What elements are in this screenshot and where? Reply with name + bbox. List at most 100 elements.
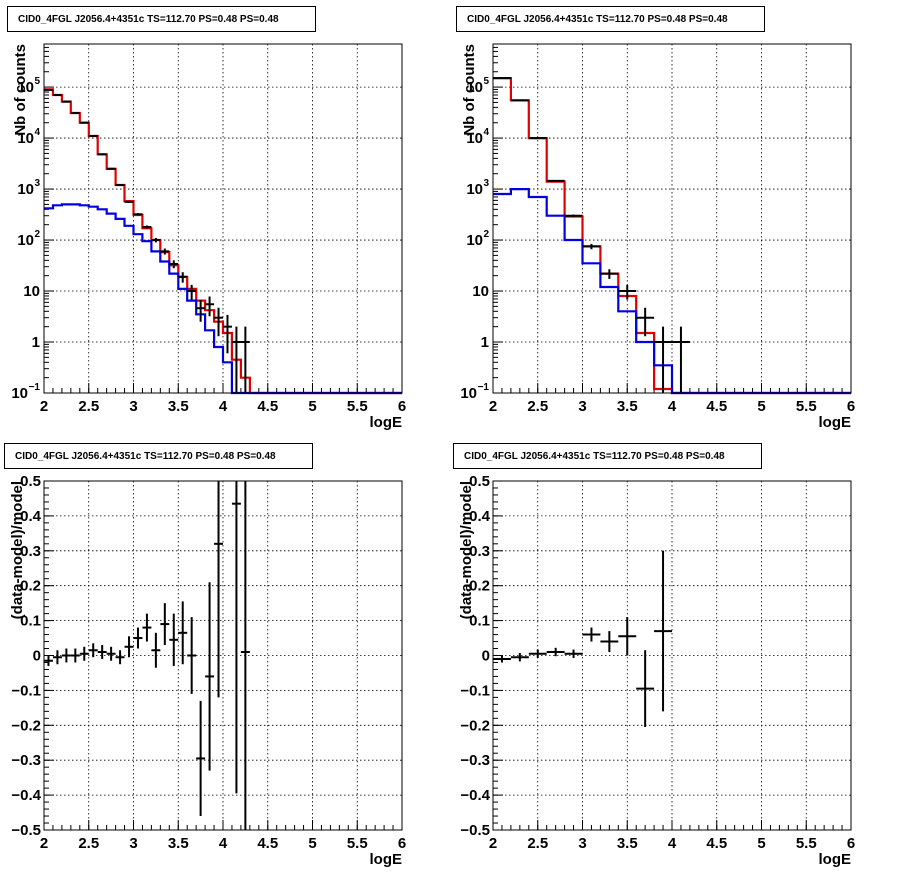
plot-frame [492, 480, 852, 831]
x-tick-label: 3.5 [617, 835, 638, 852]
y-tick-exponent: 4 [483, 127, 489, 138]
panel-counts-coarse: 2 2.5 3 3.5 4 4.5 5 5.5 6 10 −1 1 10 10 2 10 3 10 4 10 5 logE… [449, 0, 898, 437]
x-axis-label: logE [819, 414, 852, 431]
y-tick-label: 1 [32, 334, 40, 351]
y-tick-label: 0.1 [469, 613, 490, 630]
x-tick-label: 4 [219, 398, 228, 415]
x-tick-label: 3 [129, 835, 137, 852]
y-tick-label: 10 [17, 181, 34, 198]
y-tick-label: 10 [11, 385, 28, 402]
residuals-coarse-chart: 2 2.5 3 3.5 4 4.5 5 5.5 6 −0.5 −0.4 −0.3 −0.2 −0.1 0 0.… [458, 473, 855, 868]
chart-title: CID0_4FGL J2056.4+4351c TS=112.70 PS=0.4… [4, 443, 313, 469]
x-tick-label: 6 [398, 835, 406, 852]
x-tick-label: 5.5 [796, 398, 817, 415]
plot-frame [43, 480, 403, 831]
x-tick-label: 5.5 [347, 835, 368, 852]
chart-title: CID0_4FGL J2056.4+4351c TS=112.70 PS=0.4… [7, 6, 316, 32]
y-tick-label: 0.5 [20, 473, 41, 490]
x-tick-label: 2.5 [78, 398, 99, 415]
y-tick-label: −0.5 [11, 822, 41, 839]
x-axis-label: logE [819, 851, 852, 868]
x-tick-label: 4.5 [257, 398, 278, 415]
y-tick-exponent: 3 [34, 178, 40, 189]
y-tick-label: −0.1 [11, 682, 41, 699]
y-tick-label: 0.2 [469, 578, 490, 595]
plot-frame [43, 43, 403, 394]
y-tick-label: −0.3 [11, 752, 41, 769]
y-tick-label: 10 [466, 79, 483, 96]
x-tick-label: 3 [578, 398, 586, 415]
y-tick-label: 0.4 [20, 508, 42, 525]
y-tick-label: 10 [17, 232, 34, 249]
x-tick-label: 6 [398, 398, 406, 415]
y-tick-exponent: −1 [478, 382, 490, 393]
y-axis-label: Nb of counts [461, 44, 478, 136]
x-tick-label: 2 [40, 835, 48, 852]
x-tick-label: 4.5 [257, 835, 278, 852]
y-tick-label: 10 [460, 385, 477, 402]
x-axis-label: logE [370, 851, 403, 868]
x-tick-label: 4.5 [706, 398, 727, 415]
y-tick-label: 0.3 [20, 543, 41, 560]
y-tick-label: −0.4 [11, 787, 41, 804]
y-tick-label: 1 [481, 334, 489, 351]
y-tick-label: −0.4 [460, 787, 490, 804]
y-tick-label: −0.1 [460, 682, 490, 699]
y-tick-label: −0.5 [460, 822, 490, 839]
plot-frame [492, 43, 852, 394]
y-tick-exponent: −1 [29, 382, 41, 393]
y-tick-label: 10 [23, 283, 40, 300]
y-tick-label: 0.3 [469, 543, 490, 560]
x-tick-label: 5 [308, 835, 316, 852]
y-tick-exponent: 2 [483, 229, 489, 240]
chart-title: CID0_4FGL J2056.4+4351c TS=112.70 PS=0.4… [456, 6, 765, 32]
y-tick-label: 10 [466, 130, 483, 147]
y-tick-label: 0.5 [469, 473, 490, 490]
x-tick-label: 3 [129, 398, 137, 415]
chart-title: CID0_4FGL J2056.4+4351c TS=112.70 PS=0.4… [453, 443, 762, 469]
panel-counts-fine: 2 2.5 3 3.5 4 4.5 5 5.5 6 10 −1 1 10 10 2 10 3 10 4 10 5 logE… [0, 0, 449, 437]
x-axis-label: logE [370, 414, 403, 431]
y-tick-label: 10 [466, 181, 483, 198]
x-tick-label: 2 [40, 398, 48, 415]
x-tick-label: 6 [847, 398, 855, 415]
y-tick-exponent: 4 [34, 127, 40, 138]
y-tick-exponent: 2 [34, 229, 40, 240]
y-axis-label: (data-model)/model [458, 481, 475, 619]
x-tick-label: 3.5 [168, 835, 189, 852]
y-tick-exponent: 5 [483, 76, 489, 87]
x-tick-label: 5 [757, 398, 765, 415]
x-tick-label: 2 [489, 835, 497, 852]
x-tick-label: 2.5 [78, 835, 99, 852]
y-tick-label: 10 [472, 283, 489, 300]
x-tick-label: 4.5 [706, 835, 727, 852]
x-tick-label: 4 [219, 835, 228, 852]
x-tick-label: 5.5 [796, 835, 817, 852]
y-tick-label: −0.2 [460, 717, 490, 734]
panel-residuals-coarse: 2 2.5 3 3.5 4 4.5 5 5.5 6 −0.5 −0.4 −0.3 −0.2 −0.1 0 0.… [449, 437, 898, 874]
x-tick-label: 4 [668, 835, 677, 852]
x-tick-label: 6 [847, 835, 855, 852]
x-tick-label: 3 [578, 835, 586, 852]
y-tick-label: 10 [17, 130, 34, 147]
y-tick-label: 0.4 [469, 508, 491, 525]
x-tick-label: 2 [489, 398, 497, 415]
x-tick-label: 3.5 [168, 398, 189, 415]
y-tick-label: 0.1 [20, 613, 41, 630]
y-tick-exponent: 3 [483, 178, 489, 189]
y-tick-label: 0 [482, 648, 490, 665]
y-tick-exponent: 5 [34, 76, 40, 87]
panel-residuals-fine: 2 2.5 3 3.5 4 4.5 5 5.5 6 −0.5 −0.4 −0.3 −0.2 −0.1 0 0.… [0, 437, 449, 874]
y-axis-label: Nb of counts [12, 44, 29, 136]
y-tick-label: 0 [33, 648, 41, 665]
x-tick-label: 5 [308, 398, 316, 415]
x-tick-label: 4 [668, 398, 677, 415]
residuals-fine-chart: 2 2.5 3 3.5 4 4.5 5 5.5 6 −0.5 −0.4 −0.3 −0.2 −0.1 0 0.… [9, 473, 406, 868]
y-tick-label: −0.2 [11, 717, 41, 734]
x-tick-label: 3.5 [617, 398, 638, 415]
y-tick-label: 0.2 [20, 578, 41, 595]
y-tick-label: −0.3 [460, 752, 490, 769]
x-tick-label: 2.5 [527, 835, 548, 852]
